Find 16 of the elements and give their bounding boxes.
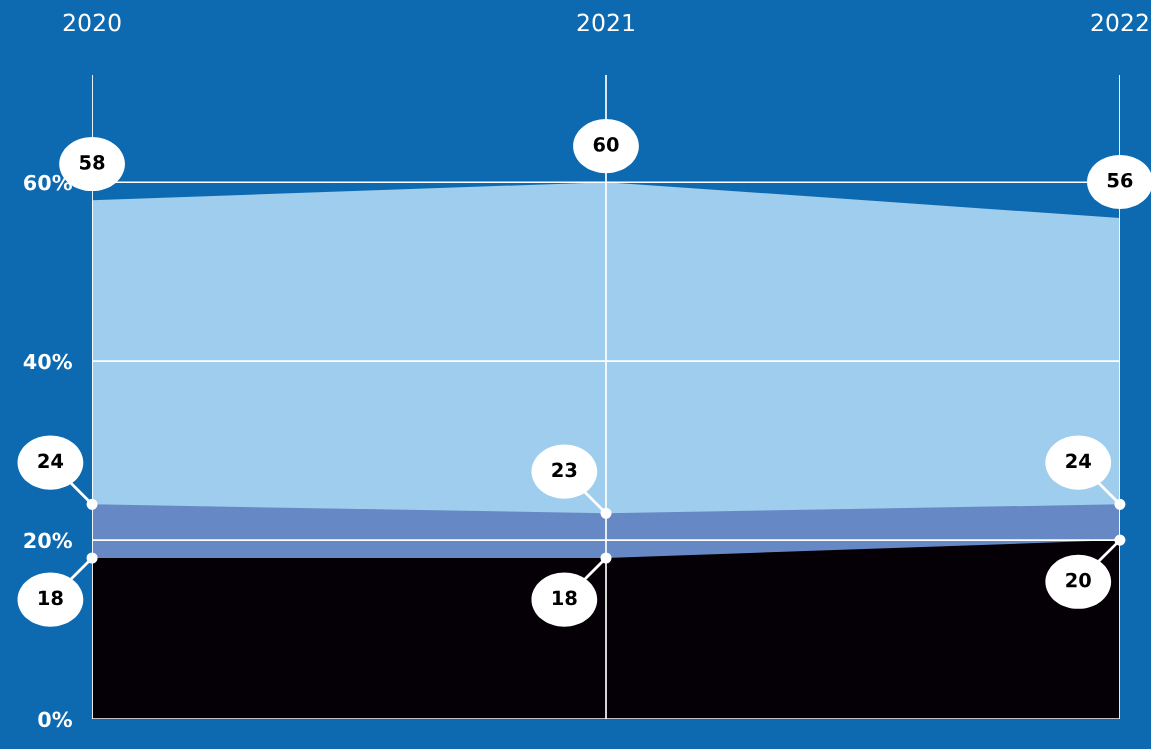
data-label: 18 <box>553 590 577 606</box>
y-tick-label: 60% <box>24 174 72 191</box>
y-tick-label: 40% <box>23 353 72 370</box>
data-label: 23 <box>552 462 577 478</box>
data-label: 24 <box>1066 453 1091 469</box>
data-label: 60 <box>593 137 619 152</box>
x-tick-label: 2022 <box>1091 13 1148 32</box>
x-tick-label: 2020 <box>63 13 121 32</box>
data-label: 56 <box>1107 172 1133 188</box>
y-tick-label: 20% <box>24 532 72 549</box>
x-tick-label: 2021 <box>577 13 634 32</box>
data-label: 24 <box>38 453 64 469</box>
y-tick-label: 0% <box>38 711 72 728</box>
data-label: 20 <box>1066 572 1091 588</box>
data-label: 58 <box>80 154 105 170</box>
data-label: 18 <box>39 590 63 606</box>
